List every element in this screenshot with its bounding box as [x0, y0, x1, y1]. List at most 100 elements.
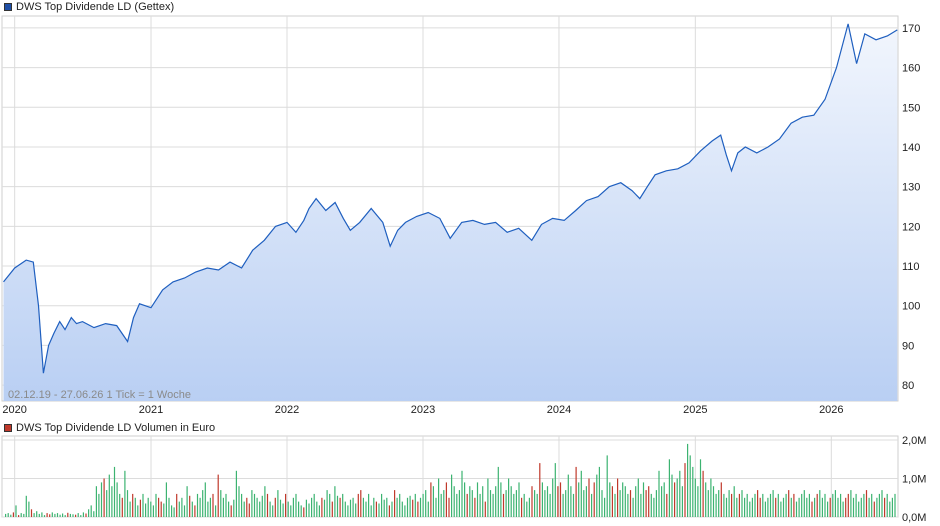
volume-bar [160, 501, 162, 517]
volume-bar [528, 497, 530, 518]
volume-bar [593, 482, 595, 517]
volume-bar [723, 493, 725, 517]
volume-bar [142, 493, 144, 517]
volume-bar [715, 493, 717, 517]
volume-bar [546, 486, 549, 517]
volume-bar [814, 497, 816, 518]
volume-bar [36, 511, 38, 517]
volume-bar [432, 486, 434, 517]
volume-bar [889, 501, 891, 517]
volume-bar [396, 497, 398, 518]
volume-bar [821, 497, 823, 518]
volume-bar [43, 515, 46, 517]
volume-bar [233, 499, 235, 517]
volume-bar [274, 497, 276, 518]
volume-bar [388, 505, 390, 517]
volume-bar [806, 497, 808, 518]
volume-bar [510, 486, 512, 517]
volume-bar [738, 493, 740, 517]
volume-bar [567, 474, 569, 517]
volume-bar [362, 497, 364, 518]
volume-bar [88, 509, 90, 517]
volume-bar [430, 482, 432, 517]
volume-bar [840, 493, 842, 517]
volume-bar [67, 512, 69, 517]
volume-bar [147, 497, 149, 518]
volume-bar [689, 455, 691, 517]
volume-bar [827, 501, 829, 517]
volume-bar [368, 493, 370, 517]
volume-bar [64, 515, 66, 517]
volume-bar [614, 493, 616, 517]
volume-bar [515, 490, 517, 517]
volume-bar [658, 470, 660, 517]
volume-bar [829, 497, 831, 518]
volume-bar [484, 501, 486, 517]
volume-bar [137, 505, 139, 517]
volume-bar [220, 490, 222, 517]
volume-bar [891, 497, 893, 518]
volume-bar [474, 497, 476, 518]
volume-bar [217, 474, 219, 517]
volume-bar [850, 490, 852, 517]
volume-bar [886, 493, 888, 517]
volume-bar [604, 497, 606, 518]
volume-bar [54, 513, 56, 517]
volume-bar [129, 501, 131, 517]
volume-bar [497, 466, 499, 517]
volume-bar [580, 470, 582, 517]
volume-bar [767, 497, 769, 518]
volume-bar [559, 482, 562, 517]
price-y-tick-label: 120 [902, 221, 920, 233]
volume-bar [601, 490, 603, 517]
volume-bar [378, 503, 380, 517]
price-legend-swatch [4, 3, 12, 11]
volume-bar [842, 501, 844, 517]
volume-bar [720, 482, 722, 517]
volume-bar [357, 493, 359, 517]
x-tick-label: 2020 [2, 404, 26, 416]
volume-bar [502, 493, 505, 517]
volume-bar [448, 497, 450, 518]
volume-bar [10, 514, 12, 517]
volume-bar [798, 497, 800, 518]
volume-bar [326, 490, 328, 517]
volume-y-tick-label: 2,0M [902, 435, 926, 447]
volume-bar [705, 482, 707, 517]
volume-bar [20, 513, 22, 517]
volume-bar [681, 486, 683, 517]
volume-bar [243, 501, 245, 517]
volume-bar [355, 503, 357, 517]
volume-bar [456, 493, 458, 517]
volume-bar [863, 493, 865, 517]
x-tick-label: 2022 [275, 404, 299, 416]
volume-bar [534, 490, 536, 517]
volume-bar [754, 493, 756, 517]
volume-bar [795, 501, 798, 517]
volume-bar [370, 505, 372, 517]
volume-bar [266, 493, 269, 517]
volume-bar [606, 455, 608, 517]
volume-bar [541, 482, 543, 517]
volume-bar [668, 459, 670, 518]
volume-bar [85, 513, 87, 517]
volume-bar [552, 478, 554, 517]
volume-bar [692, 466, 694, 517]
volume-bar [241, 493, 243, 517]
volume-bar [30, 509, 33, 517]
volume-bar [624, 486, 626, 517]
volume-bar [598, 466, 600, 517]
volume-bar [173, 507, 175, 517]
volume-bar [417, 501, 419, 517]
volume-bar [728, 490, 730, 517]
volume-bar [292, 497, 294, 518]
volume-bar [303, 507, 305, 517]
volume-bar [451, 474, 453, 517]
volume-bar [199, 497, 201, 518]
volume-bar [744, 497, 746, 518]
volume-axis: 0,0M 1,0M 2,0M [902, 435, 926, 524]
volume-bar [290, 505, 292, 517]
volume-bar [780, 501, 782, 517]
volume-bar [518, 482, 520, 517]
volume-bar [751, 497, 753, 518]
